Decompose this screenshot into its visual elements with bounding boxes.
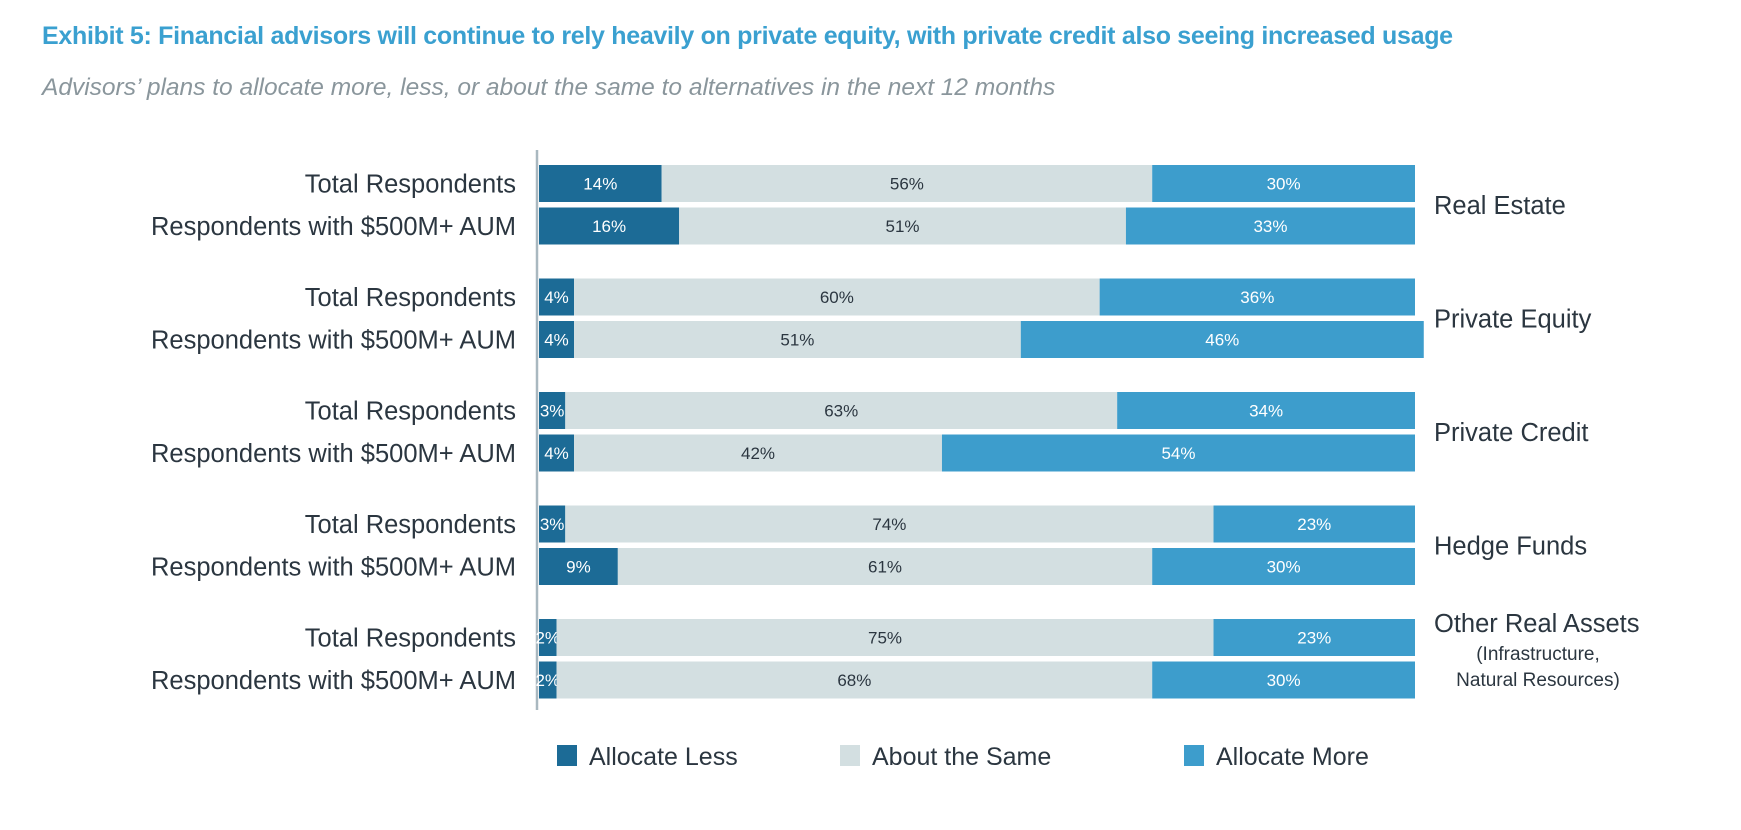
legend-label: Allocate Less bbox=[589, 743, 738, 771]
row-label: Respondents with $500M+ AUM bbox=[151, 440, 516, 468]
group-label: Hedge Funds bbox=[1434, 532, 1587, 560]
bar-segment bbox=[539, 392, 566, 429]
bar-segment bbox=[617, 548, 1153, 585]
bar-value-label: 9% bbox=[566, 558, 591, 577]
bar-value-label: 30% bbox=[1267, 671, 1301, 690]
group-label: Private Credit bbox=[1434, 419, 1588, 447]
bar-segment bbox=[1020, 321, 1424, 358]
legend-label: Allocate More bbox=[1216, 743, 1369, 771]
legend-swatch bbox=[840, 745, 860, 766]
row-label: Total Respondents bbox=[305, 625, 516, 653]
bar-segment bbox=[679, 207, 1126, 245]
row-label: Respondents with $500M+ AUM bbox=[151, 213, 516, 241]
bar-segment bbox=[556, 661, 1153, 699]
bar-value-label: 51% bbox=[886, 217, 920, 236]
bar-segment bbox=[539, 619, 557, 656]
bar-value-label: 4% bbox=[544, 288, 569, 307]
row-label: Respondents with $500M+ AUM bbox=[151, 554, 516, 582]
group-label: Other Real Assets bbox=[1434, 610, 1640, 638]
bar-value-label: 68% bbox=[837, 671, 871, 690]
group-note: Natural Resources) bbox=[1456, 670, 1620, 691]
bar-value-label: 34% bbox=[1249, 402, 1283, 421]
bar-segment bbox=[574, 321, 1021, 358]
bar-value-label: 42% bbox=[741, 444, 775, 463]
bar-value-label: 4% bbox=[544, 444, 569, 463]
bar-segment bbox=[941, 434, 1415, 472]
bar-segment bbox=[661, 165, 1153, 202]
legend-swatch bbox=[557, 745, 577, 766]
bar-value-label: 46% bbox=[1205, 331, 1239, 350]
bar-value-label: 23% bbox=[1297, 629, 1331, 648]
legend-label: About the Same bbox=[872, 743, 1051, 771]
row-label: Total Respondents bbox=[305, 284, 516, 312]
bar-value-label: 51% bbox=[780, 331, 814, 350]
bar-segment bbox=[539, 165, 662, 202]
bar-segment bbox=[1213, 505, 1415, 543]
bar-segment bbox=[1152, 661, 1415, 699]
bar-value-label: 30% bbox=[1267, 175, 1301, 194]
bar-value-label: 3% bbox=[540, 515, 565, 534]
bar-segment bbox=[539, 505, 566, 543]
bar-segment bbox=[1117, 392, 1415, 429]
bar-value-label: 63% bbox=[824, 402, 858, 421]
chart-subtitle: Advisors’ plans to allocate more, less, … bbox=[42, 74, 1056, 101]
legend-swatch bbox=[1184, 745, 1204, 766]
bar-value-label: 23% bbox=[1297, 515, 1331, 534]
row-label: Total Respondents bbox=[305, 511, 516, 539]
bar-value-label: 56% bbox=[890, 175, 924, 194]
bar-value-label: 33% bbox=[1253, 217, 1287, 236]
bar-segment bbox=[539, 207, 680, 245]
bar-value-label: 3% bbox=[540, 402, 565, 421]
bar-value-label: 2% bbox=[535, 671, 560, 690]
bar-segment bbox=[539, 321, 575, 358]
row-label: Respondents with $500M+ AUM bbox=[151, 327, 516, 355]
bar-segment bbox=[574, 434, 942, 472]
row-label: Respondents with $500M+ AUM bbox=[151, 667, 516, 695]
bar-value-label: 4% bbox=[544, 331, 569, 350]
bar-segment bbox=[1152, 165, 1415, 202]
group-label: Real Estate bbox=[1434, 192, 1566, 220]
bar-segment bbox=[556, 619, 1214, 656]
bar-segment bbox=[539, 278, 575, 316]
row-label: Total Respondents bbox=[305, 171, 516, 199]
bar-segment bbox=[539, 661, 557, 699]
bar-value-label: 60% bbox=[820, 288, 854, 307]
bar-segment bbox=[574, 278, 1100, 316]
bar-value-label: 54% bbox=[1161, 444, 1195, 463]
bar-segment bbox=[539, 548, 618, 585]
chart-title: Exhibit 5: Financial advisors will conti… bbox=[42, 22, 1453, 50]
bar-segment bbox=[565, 505, 1214, 543]
group-label: Private Equity bbox=[1434, 305, 1592, 333]
bar-value-label: 75% bbox=[868, 629, 902, 648]
bar-value-label: 30% bbox=[1267, 558, 1301, 577]
group-note: (Infrastructure, bbox=[1476, 644, 1600, 665]
row-label: Total Respondents bbox=[305, 398, 516, 426]
bar-segment bbox=[1099, 278, 1415, 316]
bar-value-label: 16% bbox=[592, 217, 626, 236]
bar-value-label: 61% bbox=[868, 558, 902, 577]
bar-value-label: 74% bbox=[872, 515, 906, 534]
bar-segment bbox=[1125, 207, 1415, 245]
bar-segment bbox=[1152, 548, 1415, 585]
bar-value-label: 14% bbox=[583, 175, 617, 194]
bar-value-label: 2% bbox=[535, 629, 560, 648]
bar-segment bbox=[565, 392, 1118, 429]
bar-segment bbox=[1213, 619, 1415, 656]
bar-value-label: 36% bbox=[1240, 288, 1274, 307]
bar-segment bbox=[539, 434, 575, 472]
